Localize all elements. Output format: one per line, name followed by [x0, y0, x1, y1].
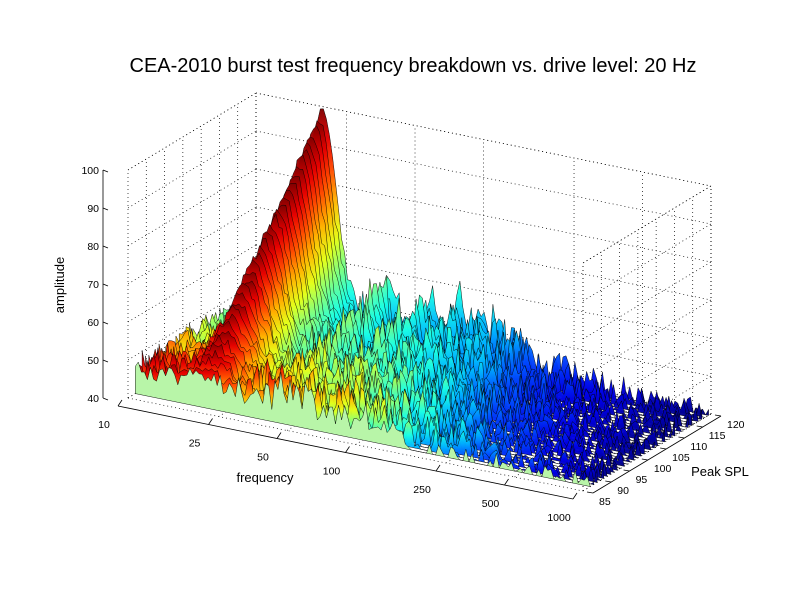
surface-slice — [158, 320, 615, 473]
x-tick-label: 100 — [323, 466, 341, 478]
grid-edge — [582, 185, 712, 264]
z-tick — [102, 207, 109, 211]
y-tick-label: 120 — [727, 419, 745, 431]
surface-layer — [135, 108, 709, 487]
z-tick-label: 70 — [87, 279, 99, 291]
grid-line-left-z — [127, 282, 257, 361]
x-tick-label: 50 — [257, 452, 269, 464]
grid-line-side-z — [582, 299, 712, 378]
z-tick — [102, 245, 109, 249]
y-tick — [623, 469, 630, 472]
z-tick — [102, 359, 109, 363]
x-tick — [435, 464, 441, 472]
y-tick-label: 105 — [672, 452, 690, 464]
y-tick-label: 90 — [617, 485, 629, 497]
x-tick — [208, 418, 213, 425]
grid-line-left-z — [127, 92, 257, 171]
grid-line-side-z — [582, 261, 712, 340]
y-tick — [678, 436, 685, 439]
surface-slice — [165, 304, 621, 469]
y-axis-label: Peak SPL — [691, 464, 749, 479]
z-tick-label: 80 — [87, 241, 99, 253]
z-tick-label: 90 — [87, 203, 99, 215]
x-tick — [117, 399, 123, 407]
grid-line-floor-x — [582, 413, 712, 492]
grid-line-left-z — [127, 244, 257, 323]
chart-title: CEA-2010 burst test frequency breakdown … — [130, 55, 697, 77]
grid-line-back-z — [255, 130, 712, 225]
z-tick — [102, 321, 109, 325]
x-tick-label: 250 — [413, 484, 431, 496]
y-tick — [714, 414, 722, 417]
z-tick-label: 40 — [87, 393, 99, 405]
y-tick-label: 85 — [599, 496, 611, 508]
grid-line-back-z — [255, 92, 712, 187]
x-tick-label: 10 — [98, 419, 110, 431]
z-axis-label: amplitude — [52, 257, 67, 313]
z-tick — [102, 283, 109, 287]
x-tick — [276, 432, 282, 439]
grid-line-left-z — [127, 206, 257, 285]
grid-line-left-z — [127, 168, 257, 247]
z-tick-label: 100 — [81, 165, 99, 177]
z-tick — [102, 397, 109, 401]
axis-layer: 40 50 60 70 80 90 100 10 25 50 100 250 500 1000 85 90 95… — [81, 165, 744, 524]
x-tick-label: 500 — [482, 498, 500, 510]
x-tick-label: 25 — [189, 438, 201, 450]
grid-line-back-z — [255, 244, 712, 339]
grid-line-back-z — [255, 206, 712, 301]
z-tick — [102, 169, 109, 173]
y-tick — [696, 425, 703, 428]
x-tick — [504, 478, 509, 486]
surface-slice — [141, 350, 598, 483]
x-tick-label: 1000 — [547, 512, 571, 524]
y-tick — [660, 447, 667, 450]
grid-edge — [127, 92, 257, 171]
y-tick-label: 95 — [636, 474, 648, 486]
x-axis-label: frequency — [236, 470, 294, 485]
y-tick — [586, 491, 594, 494]
y-tick-label: 100 — [654, 463, 672, 475]
y-axis-line — [592, 415, 722, 494]
y-tick — [641, 458, 648, 461]
y-tick — [605, 480, 612, 483]
y-tick-label: 110 — [690, 441, 707, 453]
grid-line-left-z — [127, 130, 257, 209]
front-slice — [135, 361, 591, 487]
grid-line-floor-y — [127, 397, 584, 492]
z-tick-label: 60 — [87, 317, 99, 329]
grid-line-side-z — [582, 223, 712, 302]
grid-line-back-z — [255, 168, 712, 263]
x-tick — [572, 492, 578, 500]
y-tick-label: 115 — [709, 430, 726, 442]
z-tick-label: 50 — [87, 355, 99, 367]
x-tick — [345, 446, 350, 453]
grid-line-side-z — [582, 185, 712, 264]
